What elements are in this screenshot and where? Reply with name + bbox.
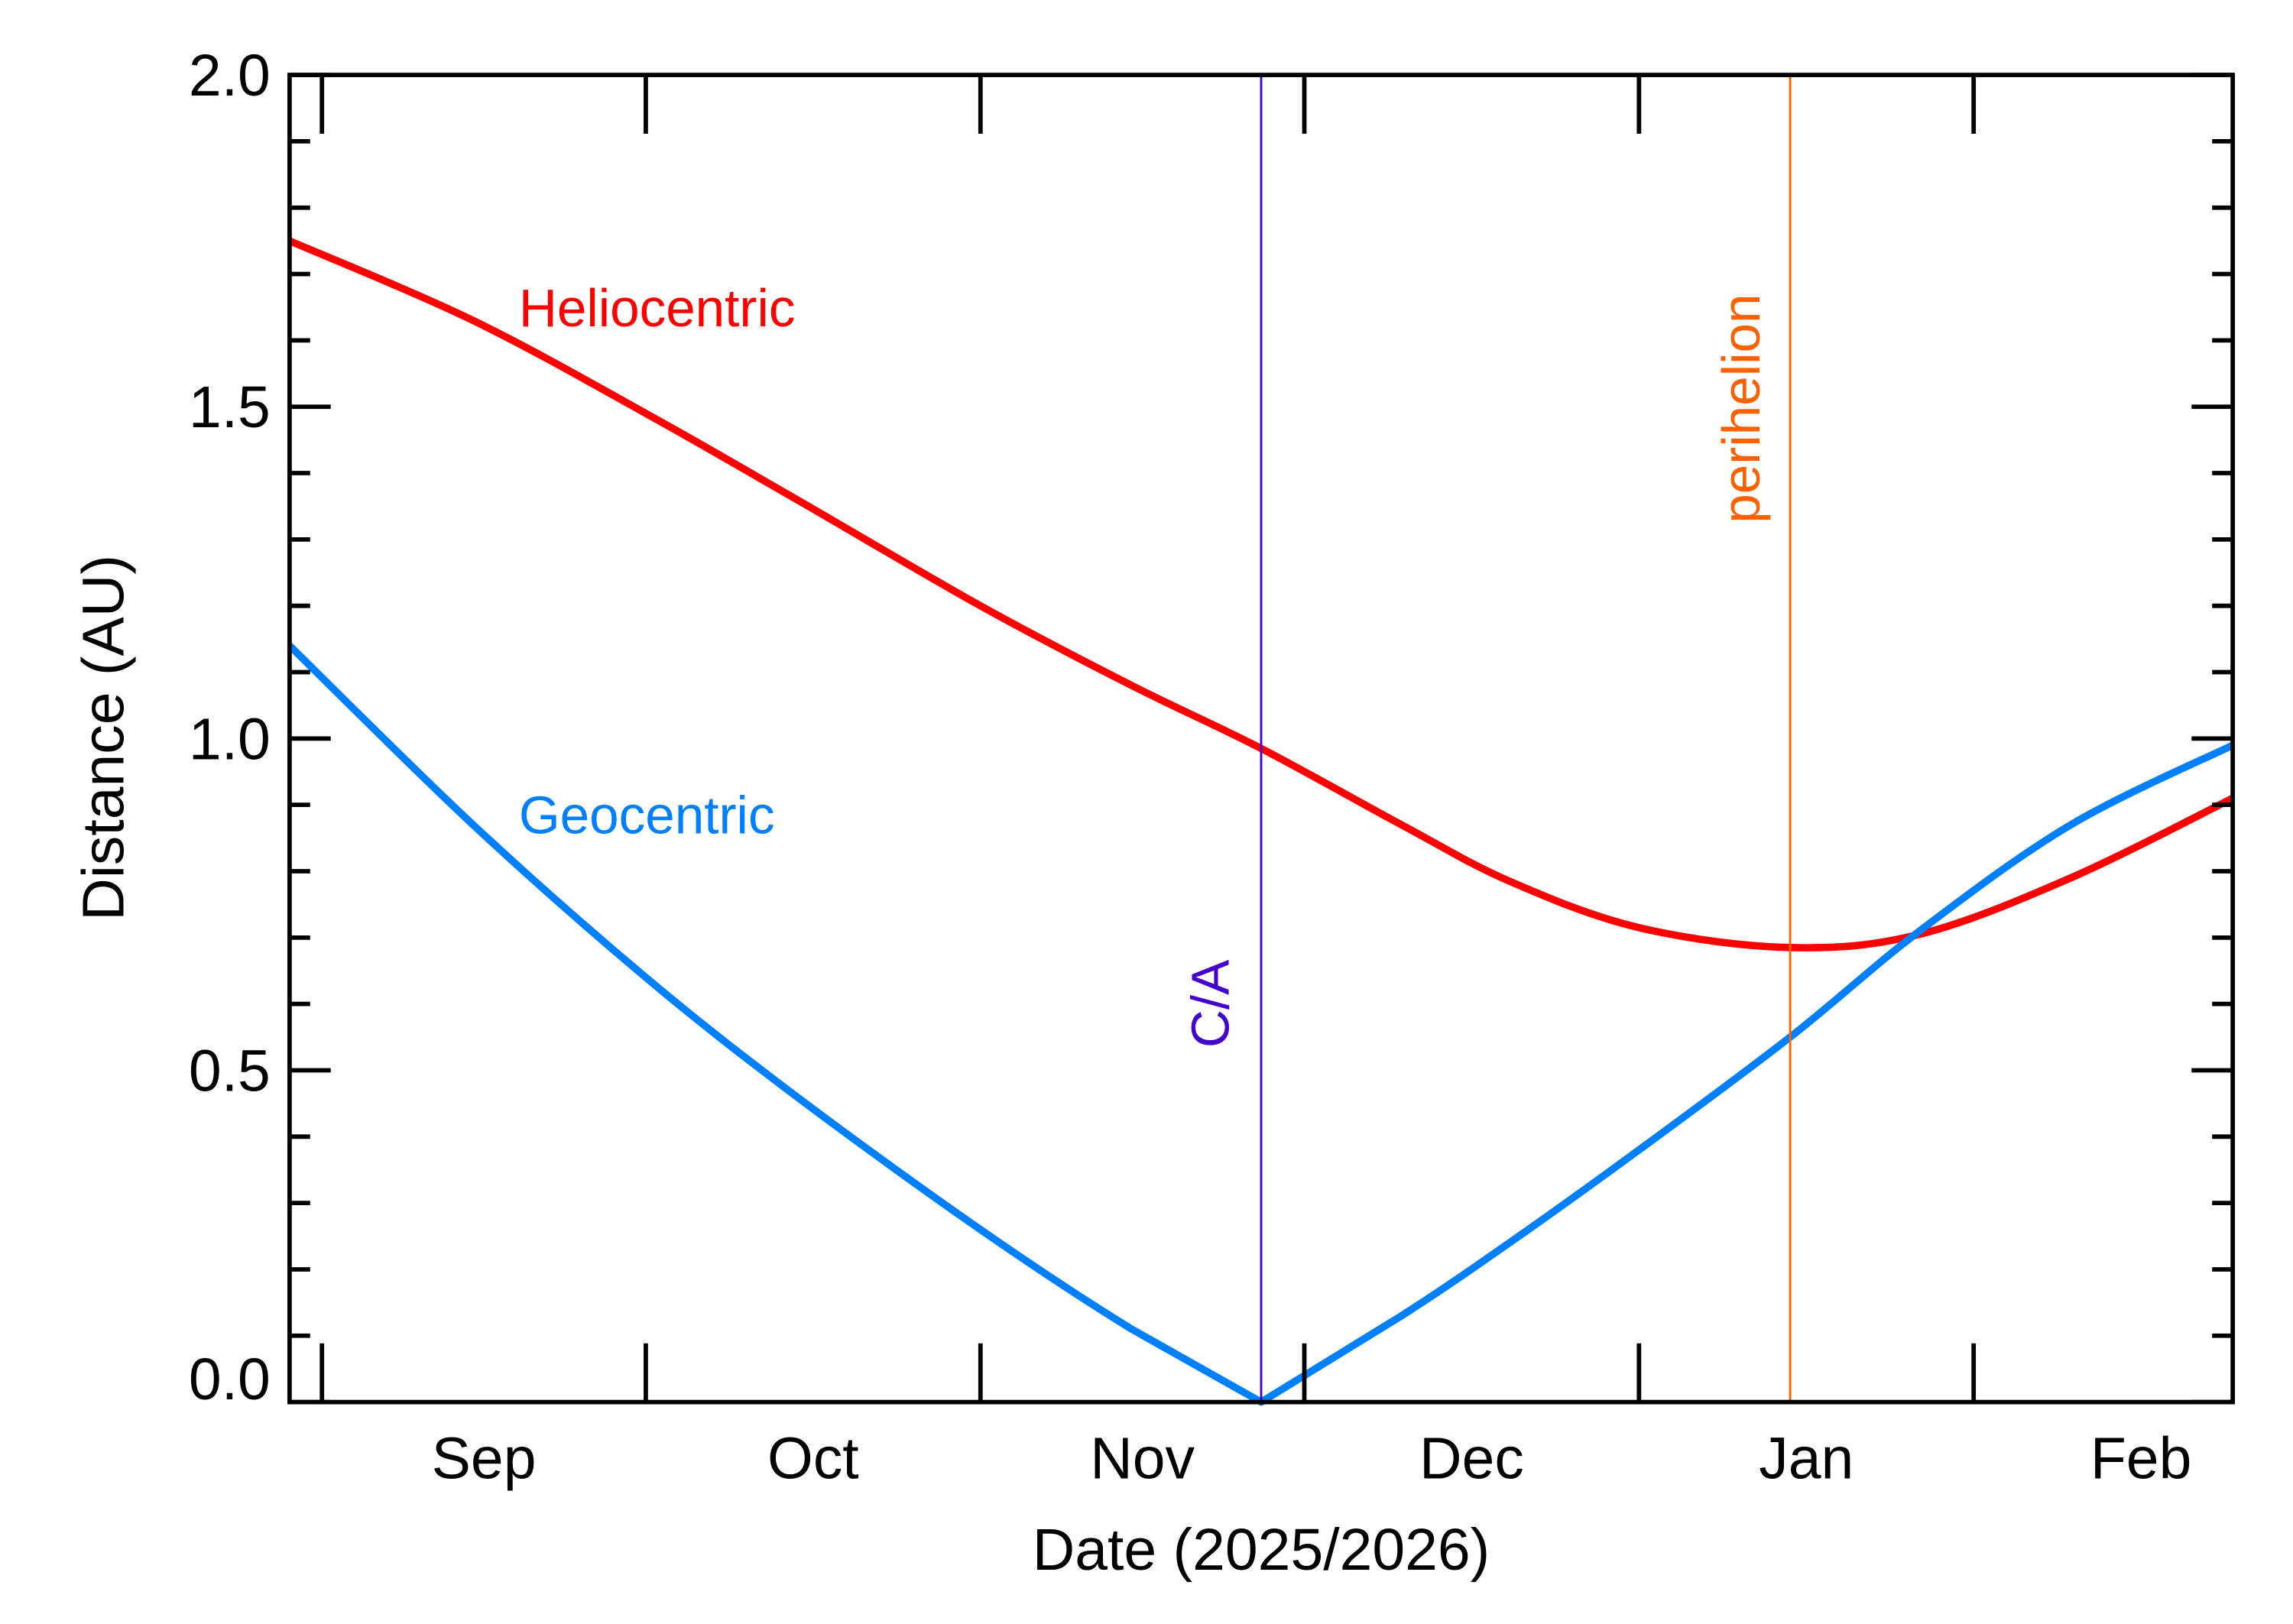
- series-line-geocentric: [287, 643, 2235, 1406]
- x-tick-label: Feb: [2090, 1426, 2192, 1492]
- x-tick-label: Nov: [1090, 1426, 1195, 1492]
- x-tick-label: Dec: [1419, 1426, 1524, 1492]
- series-label-geocentric: Geocentric: [519, 785, 775, 844]
- x-tick-label: Oct: [767, 1426, 859, 1492]
- x-axis-label: Date (2025/2026): [1033, 1517, 1490, 1583]
- annotation-ca-label: C/A: [1181, 959, 1241, 1048]
- y-axis-label: Distance (AU): [71, 555, 137, 921]
- series-label-heliocentric: Heliocentric: [519, 278, 796, 338]
- y-tick-label: 0.5: [189, 1038, 271, 1104]
- plot-lines: [287, 237, 2235, 1406]
- tick-labels: 0.0 0.5 1.0 1.5 2.0 Sep Oct Nov Dec Jan Feb: [189, 43, 2191, 1492]
- annotation-perihelion-label: perihelion: [1711, 294, 1771, 524]
- event-lines: [1260, 75, 1792, 1402]
- x-tick-label: Sep: [432, 1426, 537, 1492]
- axis-ticks: [289, 73, 2233, 1405]
- y-tick-label: 2.0: [189, 43, 271, 109]
- y-tick-label: 1.5: [189, 374, 271, 440]
- x-tick-label: Jan: [1759, 1426, 1854, 1492]
- y-tick-label: 1.0: [189, 706, 271, 772]
- y-tick-label: 0.0: [189, 1347, 271, 1412]
